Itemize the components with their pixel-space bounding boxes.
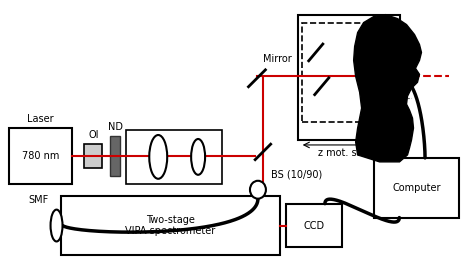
Bar <box>61 196 280 255</box>
Text: z mot. stage: z mot. stage <box>319 148 379 158</box>
Bar <box>302 23 370 122</box>
Bar <box>286 204 342 248</box>
Text: Computer: Computer <box>392 183 441 193</box>
Bar <box>110 136 120 176</box>
Text: Laser: Laser <box>27 114 54 124</box>
Ellipse shape <box>149 135 167 179</box>
Bar <box>84 144 102 168</box>
Text: OI: OI <box>88 130 99 140</box>
Polygon shape <box>354 15 421 162</box>
Bar <box>9 128 73 184</box>
Text: CCD: CCD <box>303 221 324 231</box>
Bar <box>298 15 400 140</box>
Ellipse shape <box>250 181 266 199</box>
Ellipse shape <box>378 52 390 92</box>
Text: SMF: SMF <box>28 195 49 205</box>
Text: Two-stage
VIPA spectrometer: Two-stage VIPA spectrometer <box>125 215 215 236</box>
Text: ND: ND <box>108 122 123 132</box>
Text: Mirror: Mirror <box>263 54 292 64</box>
Text: 780 nm: 780 nm <box>22 151 59 161</box>
Text: BS (10/90): BS (10/90) <box>271 170 322 180</box>
Bar <box>127 130 222 184</box>
Bar <box>374 158 459 218</box>
Ellipse shape <box>191 139 205 175</box>
Text: xy
scan: xy scan <box>374 52 396 73</box>
Ellipse shape <box>51 210 63 242</box>
